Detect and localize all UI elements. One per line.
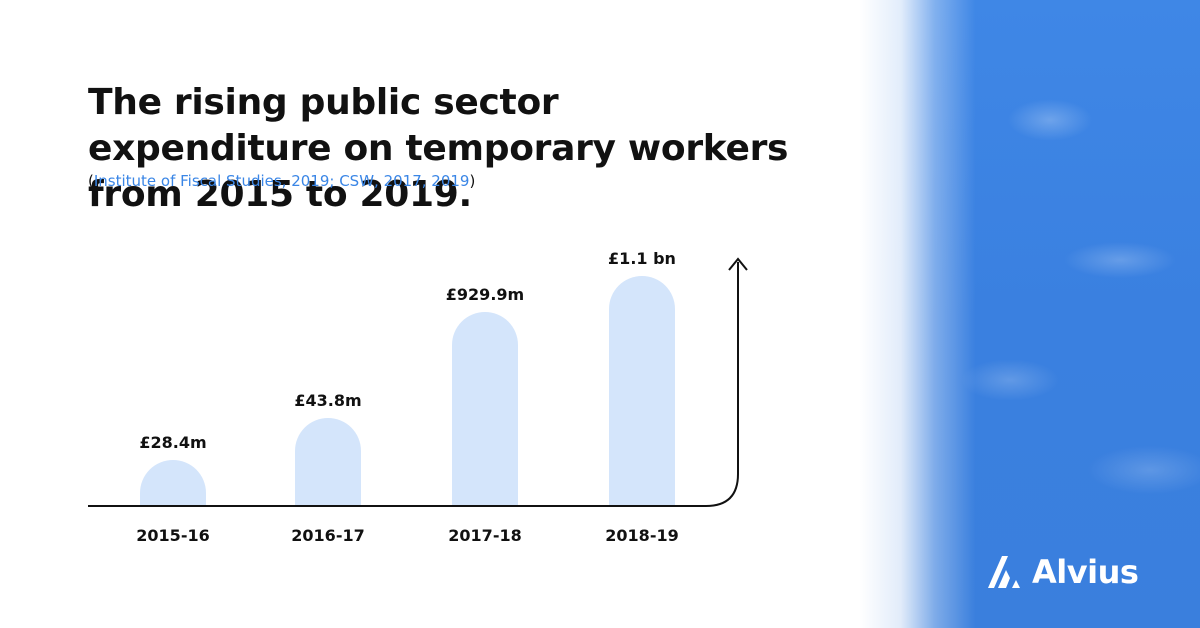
bar-2017-18 [452,312,518,506]
category-label-2017-18: 2017-18 [448,526,521,545]
alvius-mark-icon [988,556,1020,588]
source-citation: (Institute of Fiscal Studies, 2019; CSW,… [88,172,475,190]
bar-2016-17 [295,418,361,506]
bar-chart: £28.4m 2015-16 £43.8m 2016-17 £929.9m 2017-18… [88,249,748,545]
category-label-2016-17: 2016-17 [291,526,364,545]
value-label-2017-18: £929.9m [446,285,524,304]
alvius-logo: Alvius [984,550,1139,594]
source-text: Institute of Fiscal Studies, 2019; CSW, … [93,172,470,190]
source-close-paren: ) [469,172,476,190]
value-label-2015-16: £28.4m [139,433,206,452]
value-label-2016-17: £43.8m [294,391,361,410]
bar-2018-19 [609,276,675,506]
source-open-paren: ( [88,172,94,190]
category-label-2015-16: 2015-16 [136,526,209,545]
bars-group [140,276,675,506]
category-label-2018-19: 2018-19 [605,526,678,545]
labels-group: £28.4m 2015-16 £43.8m 2016-17 £929.9m 2017-18… [136,249,678,545]
value-label-2018-19: £1.1 bn [608,249,676,268]
brand-name: Alvius [1032,553,1139,591]
bar-2015-16 [140,460,206,506]
chart-title: The rising public sector expenditure on … [88,82,789,215]
x-axis-arrow-line [88,262,739,507]
water-fade-overlay [860,0,1200,628]
arrowhead-icon [728,257,748,271]
